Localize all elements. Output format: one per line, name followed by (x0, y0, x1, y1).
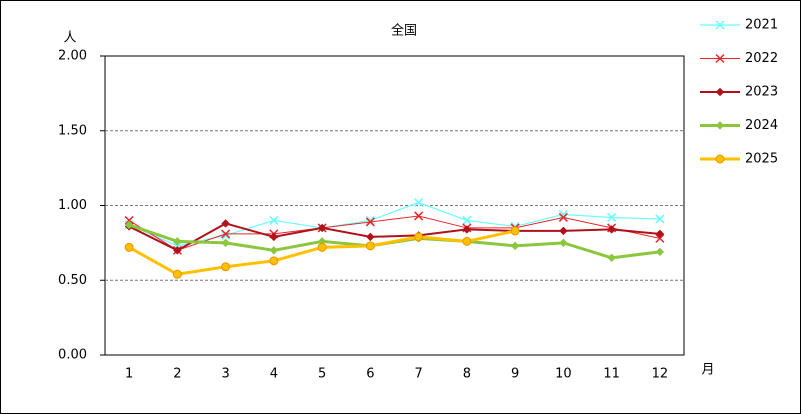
legend-marker (715, 154, 725, 164)
marker (172, 269, 182, 279)
marker (317, 223, 327, 233)
x-tick-label: 3 (221, 367, 229, 382)
marker (414, 232, 424, 242)
marker (269, 232, 279, 242)
marker (269, 256, 279, 266)
legend-label: 2024 (745, 118, 778, 133)
x-tick-label: 5 (318, 367, 326, 382)
marker (607, 253, 616, 263)
marker (221, 262, 231, 272)
marker (317, 242, 327, 252)
marker (124, 220, 134, 230)
marker (510, 226, 520, 236)
legend-marker (715, 20, 725, 30)
legend-marker (715, 121, 725, 130)
series-line (128, 222, 660, 252)
marker (414, 197, 424, 208)
marker (655, 229, 665, 239)
legend-label: 2023 (745, 85, 778, 100)
marker (221, 229, 231, 239)
marker (462, 236, 472, 246)
marker (124, 242, 134, 252)
legend-label: 2021 (745, 18, 778, 33)
marker (366, 232, 375, 242)
y-tick-label: 0.50 (58, 273, 87, 288)
x-unit: 月 (701, 363, 714, 378)
x-tick-label: 11 (603, 367, 620, 382)
marker (269, 215, 279, 225)
y-tick-label: 1.50 (58, 123, 87, 138)
x-tick-label: 4 (270, 367, 278, 382)
legend-label: 2025 (745, 152, 778, 167)
legend-label: 2022 (745, 51, 778, 66)
marker (221, 230, 231, 240)
x-tick-label: 9 (511, 367, 519, 382)
marker (124, 215, 134, 225)
y-tick-label: 1.00 (58, 198, 87, 213)
chart-title: 全国 (391, 23, 417, 39)
marker (655, 247, 665, 257)
marker (655, 233, 665, 243)
marker (558, 209, 568, 220)
marker (173, 237, 182, 246)
x-tick-label: 12 (652, 367, 669, 382)
marker (559, 226, 568, 236)
marker (173, 246, 182, 255)
marker (607, 225, 616, 234)
y-unit: 人 (63, 31, 76, 46)
x-tick-label: 1 (125, 367, 133, 382)
marker (462, 225, 472, 234)
marker (221, 219, 230, 228)
marker (221, 238, 230, 248)
series-line (128, 215, 660, 251)
marker (655, 214, 665, 224)
x-tick-label: 2 (173, 367, 181, 382)
legend-marker (715, 53, 725, 64)
marker (558, 212, 568, 222)
x-tick-label: 6 (366, 367, 374, 382)
marker (365, 217, 375, 227)
marker (510, 241, 520, 251)
marker (559, 238, 568, 248)
marker (462, 215, 472, 225)
y-tick-label: 2.00 (58, 49, 87, 64)
y-tick-label: 0.00 (58, 348, 87, 363)
marker (414, 211, 424, 221)
x-tick-label: 7 (414, 367, 422, 382)
x-tick-label: 8 (463, 367, 471, 382)
x-tick-label: 10 (555, 367, 572, 382)
marker (365, 241, 375, 251)
legend-marker (715, 87, 725, 97)
marker (365, 215, 375, 225)
marker (607, 212, 617, 222)
marker (269, 246, 279, 255)
